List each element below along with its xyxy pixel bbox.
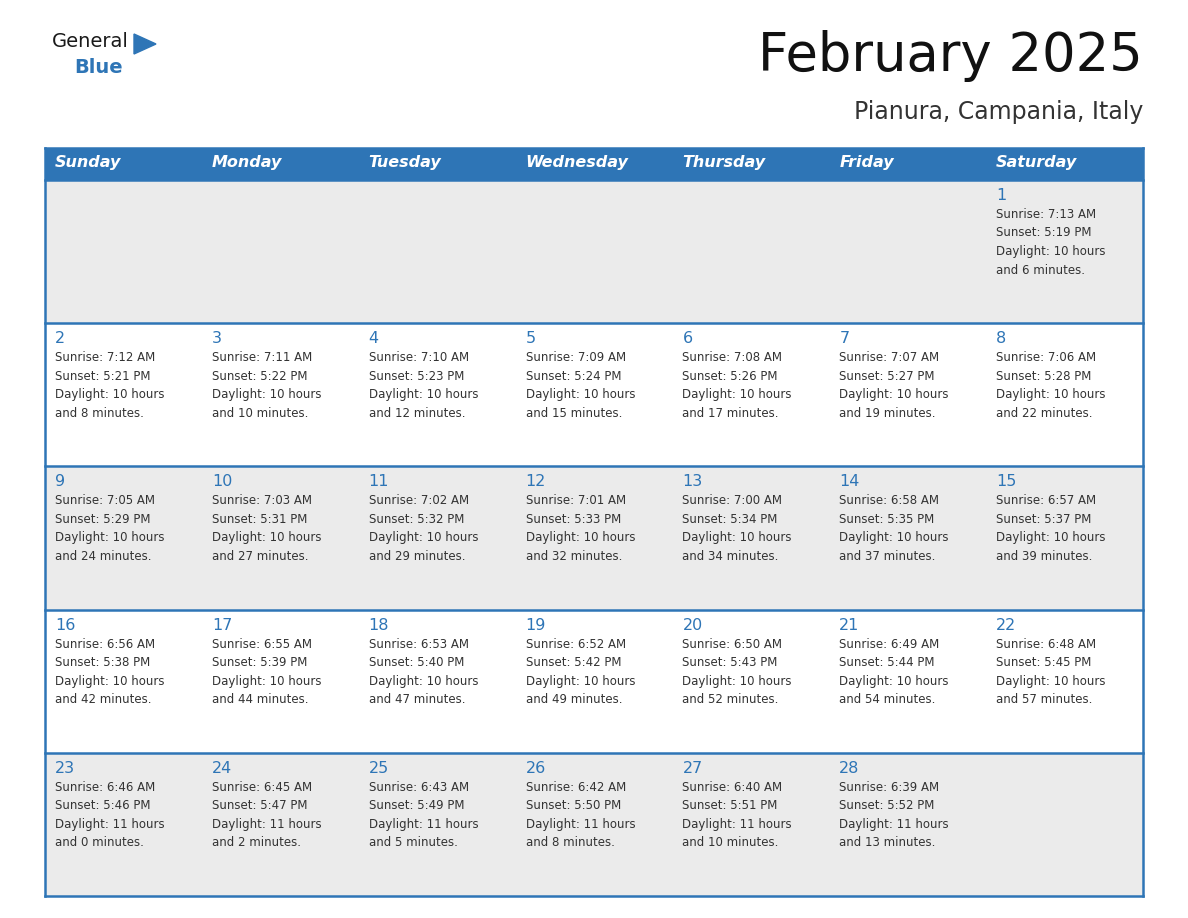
Text: 13: 13 [682,475,702,489]
Text: Sunrise: 7:13 AM
Sunset: 5:19 PM
Daylight: 10 hours
and 6 minutes.: Sunrise: 7:13 AM Sunset: 5:19 PM Dayligh… [997,208,1106,276]
Text: Sunrise: 6:43 AM
Sunset: 5:49 PM
Daylight: 11 hours
and 5 minutes.: Sunrise: 6:43 AM Sunset: 5:49 PM Dayligh… [368,781,479,849]
Text: Sunrise: 6:45 AM
Sunset: 5:47 PM
Daylight: 11 hours
and 2 minutes.: Sunrise: 6:45 AM Sunset: 5:47 PM Dayligh… [211,781,322,849]
Text: 25: 25 [368,761,388,776]
Text: 3: 3 [211,331,222,346]
Text: Sunrise: 6:53 AM
Sunset: 5:40 PM
Daylight: 10 hours
and 47 minutes.: Sunrise: 6:53 AM Sunset: 5:40 PM Dayligh… [368,638,479,706]
Text: Blue: Blue [74,58,122,77]
Bar [45,323,1143,466]
Text: Thursday: Thursday [682,155,765,170]
Text: General: General [52,32,128,51]
Text: 1: 1 [997,188,1006,203]
Text: 15: 15 [997,475,1017,489]
Text: Sunrise: 6:42 AM
Sunset: 5:50 PM
Daylight: 11 hours
and 8 minutes.: Sunrise: 6:42 AM Sunset: 5:50 PM Dayligh… [525,781,636,849]
Text: 22: 22 [997,618,1017,633]
Polygon shape [134,34,156,54]
Text: 7: 7 [839,331,849,346]
Text: Sunrise: 7:07 AM
Sunset: 5:27 PM
Daylight: 10 hours
and 19 minutes.: Sunrise: 7:07 AM Sunset: 5:27 PM Dayligh… [839,352,949,420]
Text: Sunrise: 6:48 AM
Sunset: 5:45 PM
Daylight: 10 hours
and 57 minutes.: Sunrise: 6:48 AM Sunset: 5:45 PM Dayligh… [997,638,1106,706]
Bar [45,180,1143,323]
Text: 23: 23 [55,761,75,776]
Text: 24: 24 [211,761,232,776]
Text: Sunrise: 7:11 AM
Sunset: 5:22 PM
Daylight: 10 hours
and 10 minutes.: Sunrise: 7:11 AM Sunset: 5:22 PM Dayligh… [211,352,322,420]
Text: 11: 11 [368,475,390,489]
Text: Pianura, Campania, Italy: Pianura, Campania, Italy [854,100,1143,124]
Text: Sunrise: 6:52 AM
Sunset: 5:42 PM
Daylight: 10 hours
and 49 minutes.: Sunrise: 6:52 AM Sunset: 5:42 PM Dayligh… [525,638,636,706]
Text: Sunrise: 7:12 AM
Sunset: 5:21 PM
Daylight: 10 hours
and 8 minutes.: Sunrise: 7:12 AM Sunset: 5:21 PM Dayligh… [55,352,164,420]
Text: 18: 18 [368,618,390,633]
Text: Sunrise: 6:57 AM
Sunset: 5:37 PM
Daylight: 10 hours
and 39 minutes.: Sunrise: 6:57 AM Sunset: 5:37 PM Dayligh… [997,495,1106,563]
Text: Sunrise: 6:50 AM
Sunset: 5:43 PM
Daylight: 10 hours
and 52 minutes.: Sunrise: 6:50 AM Sunset: 5:43 PM Dayligh… [682,638,792,706]
Bar [45,753,1143,896]
Text: Sunday: Sunday [55,155,121,170]
Text: 6: 6 [682,331,693,346]
Text: Monday: Monday [211,155,283,170]
Text: Sunrise: 7:06 AM
Sunset: 5:28 PM
Daylight: 10 hours
and 22 minutes.: Sunrise: 7:06 AM Sunset: 5:28 PM Dayligh… [997,352,1106,420]
Text: Wednesday: Wednesday [525,155,628,170]
Text: Sunrise: 6:55 AM
Sunset: 5:39 PM
Daylight: 10 hours
and 44 minutes.: Sunrise: 6:55 AM Sunset: 5:39 PM Dayligh… [211,638,322,706]
Text: 8: 8 [997,331,1006,346]
Text: 2: 2 [55,331,65,346]
Text: Sunrise: 7:00 AM
Sunset: 5:34 PM
Daylight: 10 hours
and 34 minutes.: Sunrise: 7:00 AM Sunset: 5:34 PM Dayligh… [682,495,792,563]
Text: 21: 21 [839,618,860,633]
Text: Tuesday: Tuesday [368,155,442,170]
Bar [45,466,1143,610]
Text: Sunrise: 7:09 AM
Sunset: 5:24 PM
Daylight: 10 hours
and 15 minutes.: Sunrise: 7:09 AM Sunset: 5:24 PM Dayligh… [525,352,636,420]
Text: Sunrise: 6:49 AM
Sunset: 5:44 PM
Daylight: 10 hours
and 54 minutes.: Sunrise: 6:49 AM Sunset: 5:44 PM Dayligh… [839,638,949,706]
Text: 17: 17 [211,618,232,633]
Text: Sunrise: 6:40 AM
Sunset: 5:51 PM
Daylight: 11 hours
and 10 minutes.: Sunrise: 6:40 AM Sunset: 5:51 PM Dayligh… [682,781,792,849]
Bar [45,610,1143,753]
Text: 10: 10 [211,475,232,489]
Text: Friday: Friday [839,155,893,170]
Text: 4: 4 [368,331,379,346]
Text: Sunrise: 6:58 AM
Sunset: 5:35 PM
Daylight: 10 hours
and 37 minutes.: Sunrise: 6:58 AM Sunset: 5:35 PM Dayligh… [839,495,949,563]
Text: Sunrise: 7:02 AM
Sunset: 5:32 PM
Daylight: 10 hours
and 29 minutes.: Sunrise: 7:02 AM Sunset: 5:32 PM Dayligh… [368,495,479,563]
Text: Sunrise: 7:05 AM
Sunset: 5:29 PM
Daylight: 10 hours
and 24 minutes.: Sunrise: 7:05 AM Sunset: 5:29 PM Dayligh… [55,495,164,563]
Text: Sunrise: 6:56 AM
Sunset: 5:38 PM
Daylight: 10 hours
and 42 minutes.: Sunrise: 6:56 AM Sunset: 5:38 PM Dayligh… [55,638,164,706]
Text: Sunrise: 7:10 AM
Sunset: 5:23 PM
Daylight: 10 hours
and 12 minutes.: Sunrise: 7:10 AM Sunset: 5:23 PM Dayligh… [368,352,479,420]
Text: Saturday: Saturday [997,155,1078,170]
Text: Sunrise: 6:39 AM
Sunset: 5:52 PM
Daylight: 11 hours
and 13 minutes.: Sunrise: 6:39 AM Sunset: 5:52 PM Dayligh… [839,781,949,849]
Text: 26: 26 [525,761,545,776]
Text: Sunrise: 7:03 AM
Sunset: 5:31 PM
Daylight: 10 hours
and 27 minutes.: Sunrise: 7:03 AM Sunset: 5:31 PM Dayligh… [211,495,322,563]
Text: 28: 28 [839,761,860,776]
Text: 14: 14 [839,475,860,489]
Bar [45,148,1143,180]
Text: Sunrise: 7:08 AM
Sunset: 5:26 PM
Daylight: 10 hours
and 17 minutes.: Sunrise: 7:08 AM Sunset: 5:26 PM Dayligh… [682,352,792,420]
Text: 27: 27 [682,761,702,776]
Text: 20: 20 [682,618,702,633]
Text: 16: 16 [55,618,75,633]
Text: 19: 19 [525,618,546,633]
Text: 9: 9 [55,475,65,489]
Text: 12: 12 [525,475,546,489]
Text: Sunrise: 6:46 AM
Sunset: 5:46 PM
Daylight: 11 hours
and 0 minutes.: Sunrise: 6:46 AM Sunset: 5:46 PM Dayligh… [55,781,165,849]
Text: February 2025: February 2025 [758,30,1143,82]
Text: Sunrise: 7:01 AM
Sunset: 5:33 PM
Daylight: 10 hours
and 32 minutes.: Sunrise: 7:01 AM Sunset: 5:33 PM Dayligh… [525,495,636,563]
Text: 5: 5 [525,331,536,346]
